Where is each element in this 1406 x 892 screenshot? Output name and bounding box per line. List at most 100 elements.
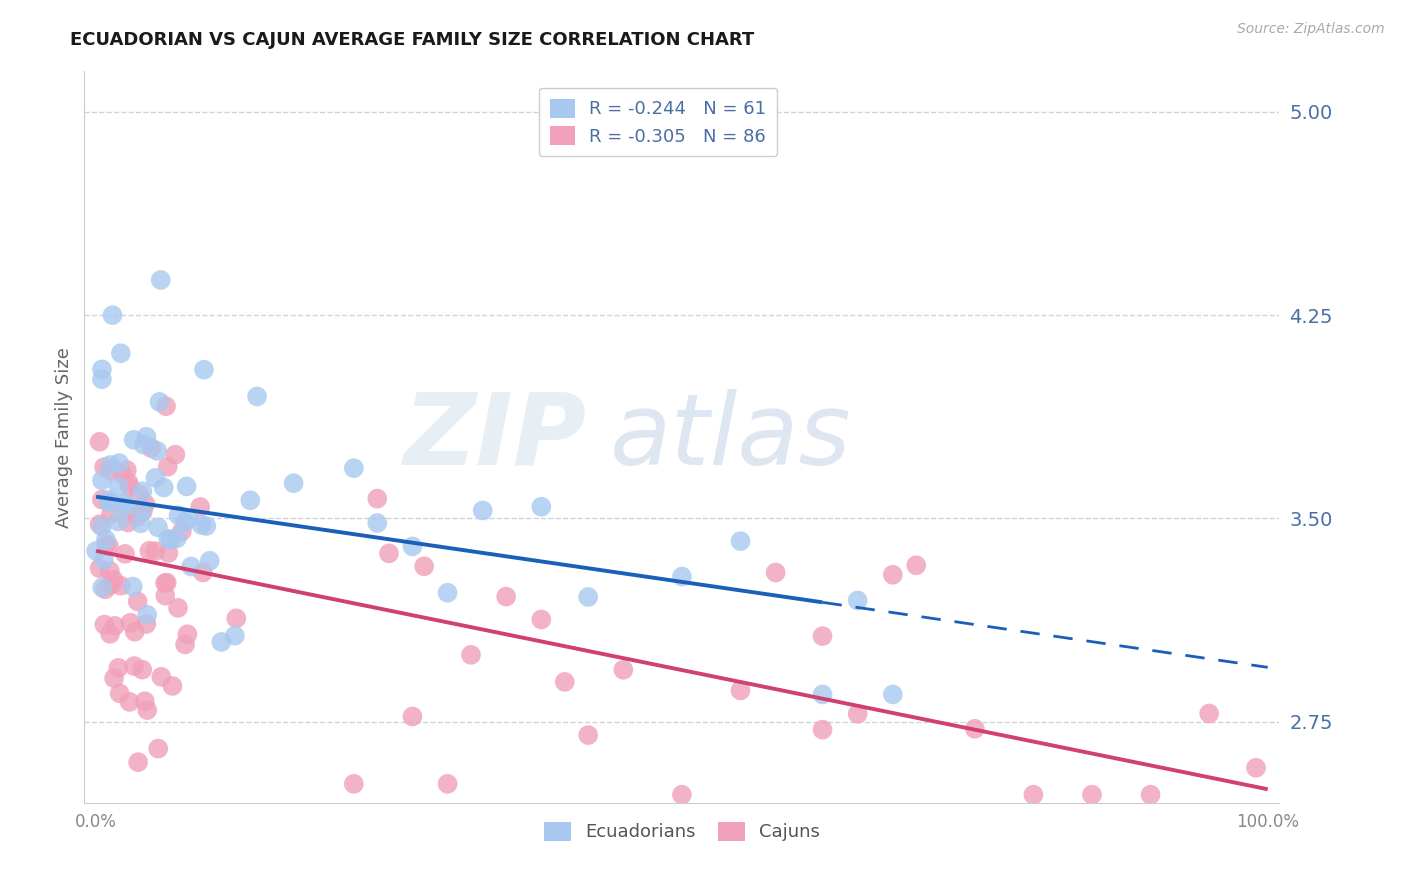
Point xyxy=(730,534,752,549)
Text: ECUADORIAN VS CAJUN AVERAGE FAMILY SIZE CORRELATION CHART: ECUADORIAN VS CAJUN AVERAGE FAMILY SIZE … xyxy=(70,31,755,49)
Point xyxy=(115,463,138,477)
Point xyxy=(107,661,129,675)
Point xyxy=(191,566,214,580)
Point xyxy=(224,629,246,643)
Point xyxy=(120,615,142,630)
Point xyxy=(157,546,180,560)
Point xyxy=(90,492,112,507)
Point xyxy=(100,496,122,510)
Point xyxy=(530,500,553,514)
Point xyxy=(167,508,190,523)
Point xyxy=(122,433,145,447)
Point xyxy=(125,510,148,524)
Point xyxy=(118,695,141,709)
Point xyxy=(671,788,693,802)
Point xyxy=(146,520,169,534)
Point xyxy=(156,575,179,590)
Point xyxy=(530,612,553,626)
Point xyxy=(134,497,156,511)
Point xyxy=(114,547,136,561)
Point xyxy=(124,624,146,639)
Text: Source: ZipAtlas.com: Source: ZipAtlas.com xyxy=(1237,22,1385,37)
Point xyxy=(91,473,114,487)
Point xyxy=(121,580,143,594)
Point xyxy=(96,537,118,551)
Text: atlas: atlas xyxy=(610,389,852,485)
Point xyxy=(401,709,423,723)
Point xyxy=(97,492,120,507)
Point xyxy=(134,694,156,708)
Point xyxy=(765,566,787,580)
Point xyxy=(436,585,458,599)
Point xyxy=(98,564,121,578)
Point xyxy=(225,611,247,625)
Point xyxy=(167,600,190,615)
Point xyxy=(155,589,177,603)
Point xyxy=(246,389,269,403)
Point xyxy=(117,516,139,530)
Point xyxy=(239,493,262,508)
Point xyxy=(165,448,187,462)
Point xyxy=(132,437,155,451)
Point xyxy=(104,619,127,633)
Point xyxy=(135,616,157,631)
Point xyxy=(209,635,232,649)
Point xyxy=(145,544,167,558)
Point xyxy=(401,540,423,554)
Point xyxy=(91,581,114,595)
Point xyxy=(1244,761,1267,775)
Point xyxy=(153,481,176,495)
Point xyxy=(93,617,115,632)
Point xyxy=(176,479,198,493)
Point xyxy=(198,554,221,568)
Point xyxy=(107,515,129,529)
Point xyxy=(413,559,436,574)
Point xyxy=(846,593,869,607)
Point xyxy=(811,723,834,737)
Point xyxy=(117,475,139,490)
Point xyxy=(110,579,132,593)
Point xyxy=(115,499,138,513)
Point xyxy=(101,308,124,322)
Point xyxy=(882,688,904,702)
Point xyxy=(366,516,388,530)
Point xyxy=(100,464,122,478)
Point xyxy=(93,460,115,475)
Point xyxy=(100,507,122,521)
Point xyxy=(554,674,576,689)
Point xyxy=(118,480,141,494)
Point xyxy=(136,703,159,717)
Point xyxy=(103,671,125,685)
Point xyxy=(343,461,366,475)
Point xyxy=(343,777,366,791)
Point xyxy=(94,533,117,547)
Point xyxy=(1022,788,1045,802)
Text: ZIP: ZIP xyxy=(404,389,586,485)
Point xyxy=(124,659,146,673)
Point xyxy=(174,637,197,651)
Point xyxy=(110,346,132,360)
Point xyxy=(195,519,218,533)
Point xyxy=(188,500,211,514)
Point xyxy=(89,434,111,449)
Point xyxy=(576,590,599,604)
Point xyxy=(103,573,125,587)
Point xyxy=(150,670,173,684)
Point xyxy=(84,544,107,558)
Point xyxy=(93,553,115,567)
Point xyxy=(436,777,458,791)
Point xyxy=(671,569,693,583)
Point xyxy=(135,430,157,444)
Legend: Ecuadorians, Cajuns: Ecuadorians, Cajuns xyxy=(537,814,827,848)
Point xyxy=(156,459,179,474)
Point xyxy=(176,627,198,641)
Point xyxy=(155,399,177,413)
Y-axis label: Average Family Size: Average Family Size xyxy=(55,347,73,527)
Point xyxy=(111,467,134,481)
Point xyxy=(108,686,131,700)
Point xyxy=(148,741,170,756)
Point xyxy=(94,582,117,597)
Point xyxy=(89,561,111,575)
Point xyxy=(905,558,928,573)
Point xyxy=(378,546,401,560)
